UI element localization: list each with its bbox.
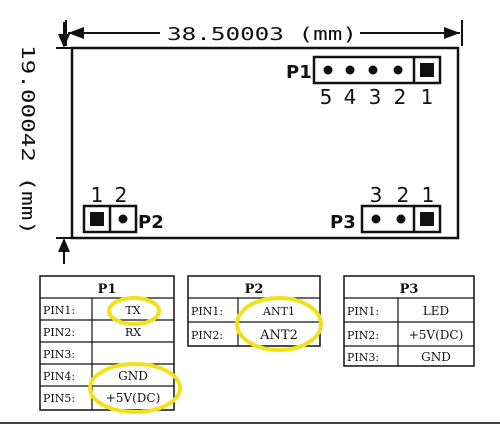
p2-header-label: P2 [138, 212, 164, 233]
p1-row-value: TX [125, 304, 140, 317]
p2-header: 1 2 P2 [82, 183, 164, 234]
p1-pin-number: 5 [320, 85, 333, 109]
p2-pin-number: 2 [115, 183, 128, 207]
p3-row-pin-label: PIN3: [347, 351, 379, 364]
p1-pin-number: 4 [344, 85, 357, 109]
p1-header-label: P1 [286, 62, 312, 83]
p1-row-value: GND [118, 369, 148, 383]
p3-row-value: LED [423, 304, 449, 318]
p3-table-title: P3 [400, 282, 419, 297]
p3-pin3-pad [371, 214, 381, 224]
p2-row-value: ANT1 [262, 305, 295, 318]
p1-row-value: RX [125, 326, 141, 339]
height-label: 19.00042 (mm) [17, 45, 38, 235]
height-dimension: 19.00042 (mm) [17, 22, 72, 264]
p3-header: 3 2 1 P3 [330, 183, 442, 234]
ant-highlight-circle [235, 296, 323, 352]
p1-row-pin-label: PIN3: [43, 348, 75, 361]
p1-pin5-pad [323, 65, 333, 75]
p2-row-value: ANT2 [259, 328, 298, 343]
p3-pin-number: 2 [397, 183, 410, 207]
p1-row-value: +5V(DC) [106, 391, 161, 405]
width-dimension: 38.50003 (mm) [65, 20, 463, 46]
p1-pin-number: 3 [369, 85, 382, 109]
p3-row-value: GND [421, 350, 451, 364]
p3-header-label: P3 [330, 212, 356, 233]
p2-row-pin-label: PIN2: [191, 329, 223, 342]
p1-pin4-pad [345, 65, 355, 75]
p1-row-pin-label: PIN1: [43, 304, 75, 317]
p1-table-title: P1 [98, 282, 117, 297]
p1-pin2-pad [393, 65, 403, 75]
p2-pin2-pad [118, 214, 128, 224]
p1-row-pin-label: PIN4: [43, 370, 75, 383]
p1-pin-number: 1 [421, 85, 434, 109]
p3-row-pin-label: PIN1: [347, 305, 379, 318]
width-arrow-right [444, 27, 460, 39]
p2-table-title: P2 [245, 282, 264, 297]
p2-row-pin-label: PIN1: [191, 305, 223, 318]
p1-pin3-pad [368, 65, 378, 75]
p3-row-pin-label: PIN2: [347, 329, 379, 342]
p2-pin1-pad [90, 212, 104, 226]
p3-pin-table: P3 PIN1: LED PIN2: +5V(DC) PIN3: GND [343, 275, 475, 367]
p1-pin1-pad [420, 63, 434, 77]
height-arrow-top [58, 34, 70, 48]
p1-pin-table: P1 PIN1: TX PIN2: RX PIN3: PIN4: GND PIN… [39, 275, 182, 414]
width-label: 38.50003 (mm) [167, 24, 357, 45]
p1-row-pin-label: PIN2: [43, 326, 75, 339]
p1-row-pin-label: PIN5: [43, 392, 75, 405]
gnd-5v-highlight-circle [88, 362, 182, 414]
p3-table-frame [343, 275, 475, 367]
p2-table-frame [187, 275, 321, 347]
p3-pin2-pad [396, 214, 406, 224]
p1-pin-number: 2 [394, 85, 407, 109]
height-arrow-bottom [58, 238, 70, 252]
p2-pin-table: P2 PIN1: ANT1 PIN2: ANT2 [187, 275, 323, 352]
width-arrow-left [68, 27, 84, 39]
tx-highlight-circle [107, 296, 161, 326]
p3-pin-number: 3 [370, 183, 383, 207]
p3-pin1-pad [420, 212, 434, 226]
p3-row-value: +5V(DC) [409, 328, 464, 342]
p1-header: P1 5 4 3 2 1 [286, 55, 442, 109]
width-label-backdrop [160, 22, 360, 44]
p3-pin-number: 1 [422, 183, 435, 207]
p2-pin-number: 1 [91, 183, 104, 207]
